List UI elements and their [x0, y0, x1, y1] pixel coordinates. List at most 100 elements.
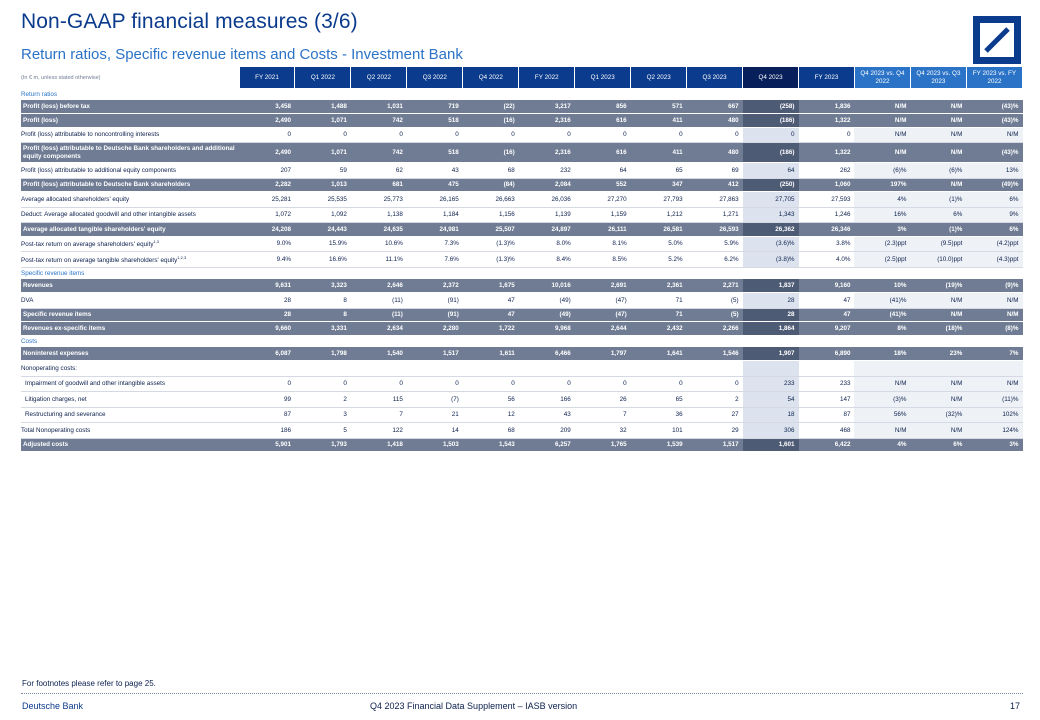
- table-cell: 24,443: [294, 222, 351, 237]
- table-cell: N/M: [966, 376, 1023, 392]
- table-row: Profit (loss) attributable to Deutsche B…: [21, 178, 1023, 192]
- table-cell: 306: [742, 422, 799, 439]
- table-cell: 518: [406, 113, 463, 128]
- row-label: Profit (loss) attributable to Deutsche B…: [21, 142, 239, 163]
- table-cell: 26,593: [686, 222, 743, 237]
- table-cell: 26: [574, 391, 631, 408]
- table-cell: 64: [742, 162, 799, 179]
- table-cell: N/M: [854, 113, 911, 128]
- row-label: Revenues: [21, 279, 239, 293]
- table-cell: N/M: [910, 178, 967, 192]
- table-cell: 1,836: [798, 100, 855, 114]
- table-cell: 233: [742, 376, 799, 392]
- table-cell: 742: [350, 113, 407, 128]
- table-cell: 6%: [910, 438, 967, 452]
- table-cell: 2,271: [686, 279, 743, 293]
- table-cell: 27,705: [742, 191, 799, 208]
- table-cell: (49): [518, 308, 575, 322]
- row-label: Post-tax return on average shareholders'…: [21, 236, 239, 252]
- table-row: Litigation charges, net 99 2 115 (7) 56 166 26 6…: [21, 391, 1023, 408]
- table-cell: 2,282: [239, 178, 295, 192]
- row-label-text: Average allocated tangible shareholders'…: [23, 225, 166, 233]
- table-header-row: (In € m, unless stated otherwise) FY 202…: [21, 67, 1024, 88]
- table-cell: 26,346: [798, 222, 855, 237]
- table-cell: 1,343: [742, 207, 799, 223]
- table-cell: 26,362: [742, 222, 799, 237]
- table-cell: 667: [686, 100, 743, 114]
- table-row: Impairment of goodwill and other intangi…: [21, 376, 1023, 392]
- table-cell: (5): [686, 308, 743, 322]
- table-cell: 7.3%: [406, 236, 463, 252]
- table-cell: [910, 360, 967, 377]
- table-cell: 59: [294, 162, 351, 179]
- table-cell: 8.4%: [518, 251, 575, 268]
- table-cell: 24,897: [518, 222, 575, 237]
- row-label: Litigation charges, net: [21, 391, 239, 408]
- table-cell: 480: [686, 142, 743, 163]
- table-cell: 0: [462, 127, 519, 143]
- footer-divider: [21, 693, 1023, 694]
- table-cell: 1,138: [350, 207, 407, 223]
- table-cell: 1,765: [574, 438, 631, 452]
- table-cell: (11)%: [966, 391, 1023, 408]
- row-label: Profit (loss): [21, 113, 239, 128]
- table-cell: 3,458: [239, 100, 295, 114]
- table-cell: 0: [798, 127, 855, 143]
- table-cell: 10,016: [518, 279, 575, 293]
- table-cell: 1,543: [462, 438, 519, 452]
- table-cell: (49): [518, 292, 575, 309]
- row-label-text: Profit (loss) attributable to noncontrol…: [21, 131, 160, 139]
- table-cell: [574, 360, 631, 377]
- table-cell: 7: [350, 407, 407, 423]
- row-label-text: Post-tax return on average shareholders'…: [21, 241, 154, 249]
- table-cell: 3.8%: [798, 236, 855, 252]
- table-cell: 102%: [966, 407, 1023, 423]
- table-row: Post-tax return on average tangible shar…: [21, 251, 1023, 268]
- table-cell: 0: [686, 127, 743, 143]
- table-cell: 742: [350, 142, 407, 163]
- table-cell: 124%: [966, 422, 1023, 439]
- table-cell: 2,372: [406, 279, 463, 293]
- table-cell: (186): [742, 142, 799, 163]
- table-cell: 6,257: [518, 438, 575, 452]
- table-cell: 26,111: [574, 222, 631, 237]
- table-cell: 571: [630, 100, 687, 114]
- table-cell: 166: [518, 391, 575, 408]
- column-header: Q4 2023: [742, 67, 800, 88]
- table-row: Profit (loss) 2,490 1,071 742 518 (16) 2,316 61…: [21, 113, 1023, 128]
- table-cell: 2,432: [630, 321, 687, 336]
- table-cell: 552: [574, 178, 631, 192]
- table-cell: N/M: [910, 292, 967, 309]
- table-cell: (32)%: [910, 407, 967, 423]
- table-cell: (11): [350, 308, 407, 322]
- table-cell: 2,280: [406, 321, 463, 336]
- row-label-text: Noninterest expenses: [23, 350, 89, 357]
- row-label-text: Litigation charges, net: [25, 395, 87, 403]
- table-cell: 2,490: [239, 113, 295, 128]
- table-cell: (1)%: [910, 191, 967, 208]
- table-cell: 24,635: [350, 222, 407, 237]
- table-cell: 6,890: [798, 347, 855, 361]
- table-cell: (4.2)ppt: [966, 236, 1023, 252]
- row-label: Noninterest expenses: [21, 347, 239, 361]
- table-cell: 5.9%: [686, 236, 743, 252]
- row-label-text: Total Nonoperating costs: [21, 426, 91, 434]
- table-cell: 1,517: [686, 438, 743, 452]
- table-cell: 1,159: [574, 207, 631, 223]
- table-cell: 18: [742, 407, 799, 423]
- table-cell: 1,798: [294, 347, 351, 361]
- table-cell: 147: [798, 391, 855, 408]
- row-label-text: Revenues: [23, 282, 53, 289]
- table-cell: 9,207: [798, 321, 855, 336]
- table-cell: (3.6)%: [742, 236, 799, 252]
- row-label-text: Adjusted costs: [23, 441, 69, 449]
- table-cell: 68: [462, 162, 519, 179]
- table-row: Profit (loss) attributable to additional…: [21, 162, 1023, 179]
- table-cell: 1,907: [742, 347, 799, 361]
- table-cell: 28: [239, 292, 295, 309]
- table-cell: N/M: [910, 308, 967, 322]
- table-cell: [350, 360, 407, 377]
- row-label: Restructuring and severance: [21, 407, 239, 423]
- column-header: Q4 2022: [462, 67, 520, 88]
- row-label: Average allocated tangible shareholders'…: [21, 222, 239, 237]
